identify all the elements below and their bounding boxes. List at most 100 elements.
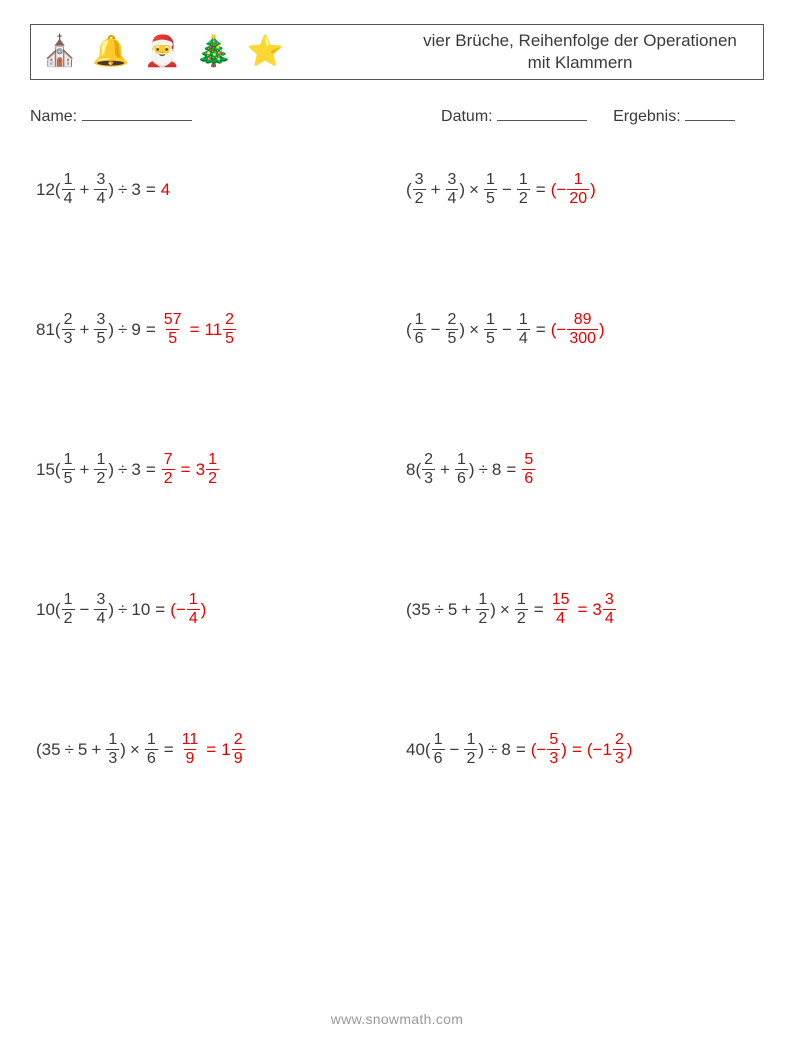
expression: (35÷5+12)×12= [406, 592, 549, 629]
operator: − [80, 600, 90, 620]
text: (− [587, 740, 603, 760]
equals: = [577, 600, 587, 620]
operator: − [431, 320, 441, 340]
problem-3: 81(23+35)÷9=575=1125 [36, 306, 388, 354]
text: (− [531, 740, 547, 760]
equals: = [181, 460, 191, 480]
operator: + [461, 600, 471, 620]
text: (35 [36, 740, 61, 760]
text: ) [561, 740, 567, 760]
operator: + [440, 460, 450, 480]
fraction: 23 [422, 452, 435, 489]
problem-2: (32+34)×15−12=(−120) [406, 166, 758, 214]
operator: ÷ [118, 600, 127, 620]
fraction: 12 [517, 172, 530, 209]
worksheet-page: ⛪🔔🎅🎄⭐ vier Brüche, Reihenfolge der Opera… [0, 0, 794, 1053]
text: ) [108, 320, 114, 340]
mixed-number: 334 [592, 592, 616, 629]
text: 10 [36, 600, 55, 620]
answer: 119=129 [179, 732, 246, 769]
equals: = [206, 740, 216, 760]
text: (− [551, 320, 567, 340]
answer: (−89300) [551, 312, 605, 349]
fraction: 12 [464, 732, 477, 769]
equals: = [146, 460, 156, 480]
text: (35 [406, 600, 431, 620]
text: 3 [131, 180, 140, 200]
header-icon-1: 🔔 [92, 37, 129, 67]
operator: ÷ [118, 320, 127, 340]
name-blank[interactable] [82, 104, 192, 121]
operator: × [469, 180, 479, 200]
meta-result: Ergebnis: [613, 104, 735, 126]
expression: (16−25)×15−14= [406, 312, 551, 349]
equals: = [164, 740, 174, 760]
title-line-1: vier Brüche, Reihenfolge der Operationen [423, 31, 737, 50]
worksheet-title: vier Brüche, Reihenfolge der Operationen… [397, 25, 763, 79]
operator: ÷ [479, 460, 488, 480]
problem-7: 10(12−34)÷10=(−14) [36, 586, 388, 634]
result-label: Ergebnis: [613, 108, 681, 125]
fraction: 14 [62, 172, 75, 209]
fraction: 15 [484, 172, 497, 209]
equals: = [536, 320, 546, 340]
text: 15 [36, 460, 55, 480]
fraction: 12 [62, 592, 75, 629]
result-blank[interactable] [685, 104, 735, 121]
header-icon-3: 🎄 [195, 37, 232, 67]
text: 8 [501, 740, 510, 760]
date-blank[interactable] [497, 104, 587, 121]
text: 8 [492, 460, 501, 480]
expression: 8(23+16)÷8= [406, 452, 521, 489]
text: ( [55, 460, 61, 480]
text: ) [599, 320, 605, 340]
text: ) [108, 180, 114, 200]
fraction: 16 [432, 732, 445, 769]
answer: (−53)=(−123) [531, 732, 633, 769]
equals: = [536, 180, 546, 200]
text: 3 [131, 460, 140, 480]
title-line-2: mit Klammern [528, 53, 633, 72]
operator: ÷ [435, 600, 444, 620]
text: 40 [406, 740, 425, 760]
text: 81 [36, 320, 55, 340]
footer-link[interactable]: www.snowmath.com [0, 1011, 794, 1027]
mixed-number: 129 [221, 732, 245, 769]
text: ) [490, 600, 496, 620]
text: ) [459, 180, 465, 200]
text: ) [108, 600, 114, 620]
operator: ÷ [118, 180, 127, 200]
text: 10 [131, 600, 150, 620]
answer: 575=1125 [161, 312, 237, 349]
meta-name: Name: [30, 104, 441, 126]
operator: ÷ [65, 740, 74, 760]
header-box: ⛪🔔🎅🎄⭐ vier Brüche, Reihenfolge der Opera… [30, 24, 764, 80]
problem-6: 8(23+16)÷8=56 [406, 446, 758, 494]
text: (− [170, 600, 186, 620]
fraction: 16 [413, 312, 426, 349]
text: ) [469, 460, 475, 480]
operator: × [130, 740, 140, 760]
fraction: 14 [517, 312, 530, 349]
text: 8 [406, 460, 415, 480]
text: 4 [161, 180, 170, 200]
expression: (35÷5+13)×16= [36, 732, 179, 769]
expression: (32+34)×15−12= [406, 172, 551, 209]
fraction: 34 [94, 172, 107, 209]
operator: ÷ [118, 460, 127, 480]
text: ) [459, 320, 465, 340]
fraction: 13 [106, 732, 119, 769]
fraction: 25 [446, 312, 459, 349]
text: ) [478, 740, 484, 760]
text: ) [590, 180, 596, 200]
text: ( [55, 320, 61, 340]
operator: + [80, 460, 90, 480]
text: ) [201, 600, 207, 620]
answer: (−120) [551, 172, 596, 209]
fraction: 120 [567, 172, 589, 209]
fraction: 12 [94, 452, 107, 489]
fraction: 89300 [567, 312, 598, 349]
equals: = [534, 600, 544, 620]
fraction: 72 [162, 452, 175, 489]
problems-grid: 12(14+34)÷3=4(32+34)×15−12=(−120)81(23+3… [30, 166, 764, 774]
